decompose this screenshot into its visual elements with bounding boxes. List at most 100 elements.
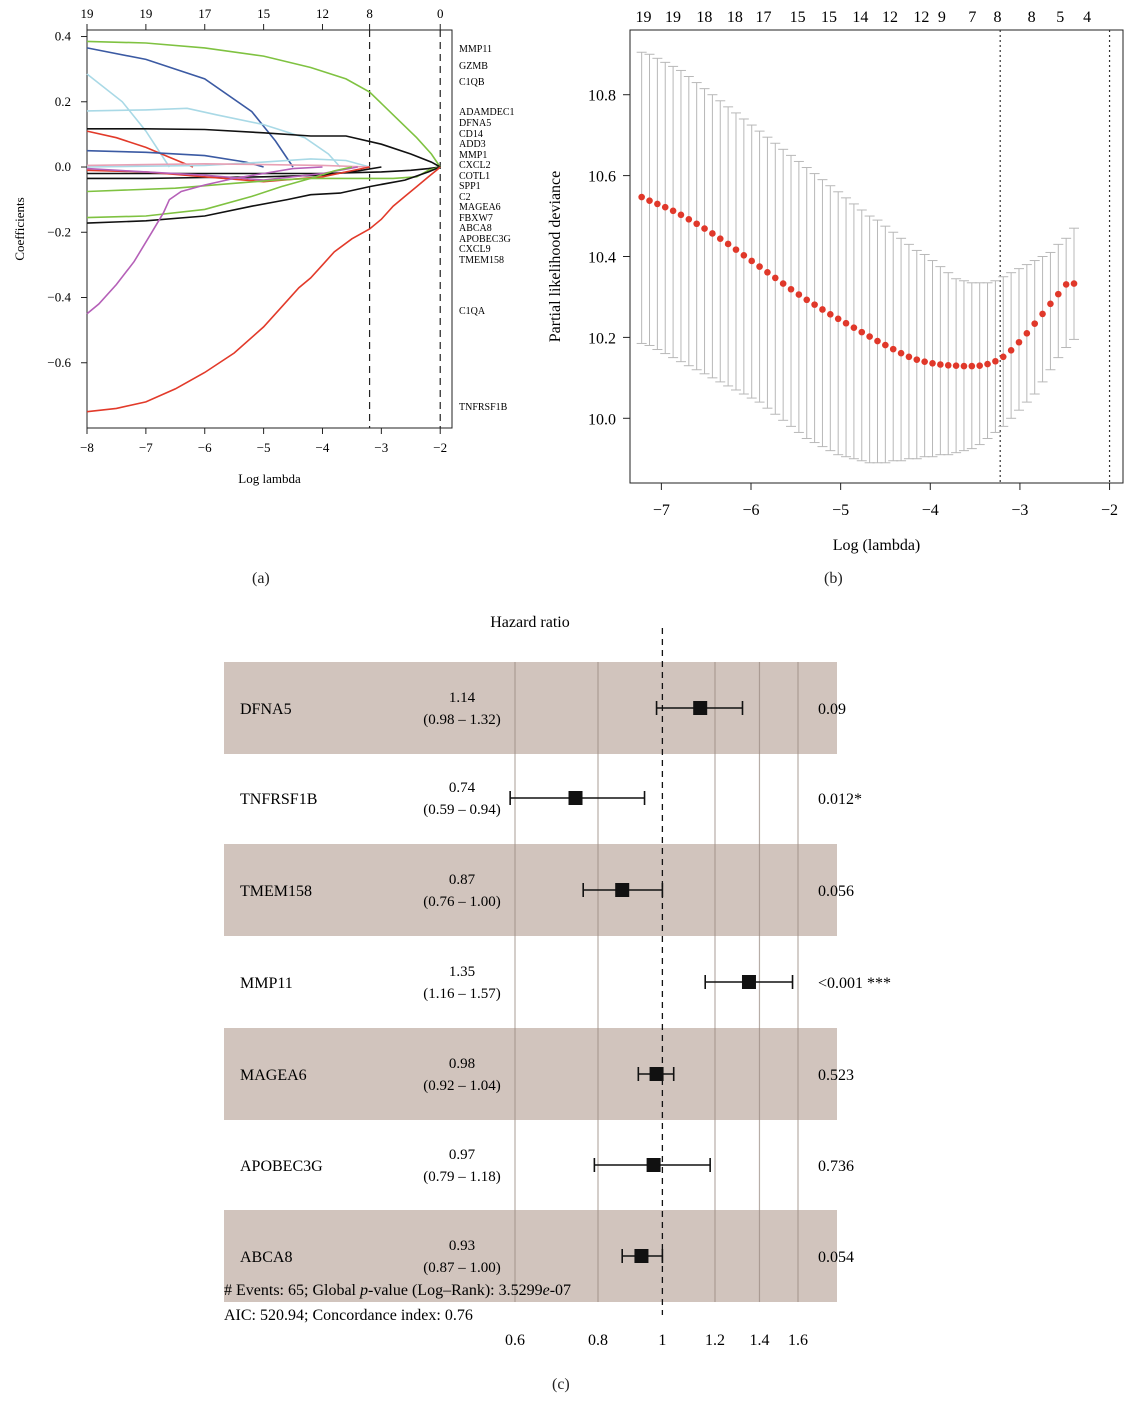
end-label-a: FBXW7 — [459, 213, 493, 224]
cv-point — [866, 333, 873, 340]
cv-point — [1039, 310, 1046, 318]
end-label-a: C1QB — [459, 77, 485, 88]
end-label-a: CD14 — [459, 129, 483, 140]
forest-row-band — [224, 662, 837, 754]
x-tick-label-b: −5 — [832, 502, 849, 519]
coefficient-path — [87, 128, 441, 168]
forest-row-ci: (0.98 – 1.32) — [423, 712, 501, 728]
panel-label-b: (b) — [824, 570, 843, 587]
cv-point — [921, 358, 928, 365]
coefficient-path — [86, 166, 441, 224]
y-tick-label-b: 10.6 — [588, 169, 616, 186]
cv-point — [858, 328, 866, 336]
forest-title: Hazard ratio — [490, 614, 570, 631]
footer-text-span: -value (Log–Rank): 3.5299 — [368, 1282, 543, 1299]
cv-point — [1031, 320, 1039, 327]
y-tick-label-a: −0.4 — [47, 290, 71, 305]
x-tick-label-a: −4 — [316, 440, 330, 455]
cv-point — [999, 353, 1007, 361]
forest-row-name: MMP11 — [240, 975, 293, 992]
cv-point — [842, 319, 850, 327]
forest-row-name: TMEM158 — [240, 883, 312, 900]
cv-point — [740, 251, 748, 259]
forest-row-name: ABCA8 — [240, 1249, 292, 1266]
y-tick-label-b: 10.4 — [588, 250, 616, 267]
coefficient-path — [86, 158, 370, 168]
cv-point — [1023, 330, 1031, 337]
panel-label-c: (c) — [552, 1376, 570, 1393]
cv-point — [693, 220, 700, 228]
x-axis-label-b: Log (lambda) — [833, 537, 921, 554]
y-tick-label-a: 0.4 — [55, 29, 72, 44]
forest-point — [634, 1249, 649, 1263]
forest-row-hr: 0.97 — [449, 1147, 476, 1163]
forest-row-hr: 0.74 — [449, 780, 476, 796]
forest-plot: Hazard ratio DFNA5 1.14 (0.98 – 1.32) 0.09 TN… — [224, 614, 891, 1349]
top-tick-label-a: 12 — [316, 6, 329, 21]
cv-point — [732, 246, 740, 253]
cv-point — [795, 291, 803, 298]
top-tick-label-b: 14 — [852, 9, 868, 26]
top-tick-label-b: 18 — [696, 9, 712, 26]
top-tick-label-a: 19 — [139, 6, 152, 21]
x-tick-label-b: −2 — [1101, 502, 1118, 519]
forest-x-tick-label: 1 — [658, 1332, 666, 1349]
cv-point — [905, 353, 913, 361]
cv-point — [929, 359, 936, 367]
cv-point — [724, 240, 732, 248]
coefficient-path — [86, 166, 323, 315]
x-tick-label-a: −7 — [139, 440, 153, 455]
top-tick-label-a: 0 — [437, 6, 444, 21]
forest-x-tick-label: 0.6 — [505, 1332, 525, 1349]
cv-point — [968, 362, 976, 370]
x-tick-label-a: −3 — [374, 440, 388, 455]
x-axis-label-a: Log lambda — [238, 471, 301, 486]
forest-row-hr: 0.98 — [449, 1056, 475, 1072]
top-tick-label-b: 4 — [1083, 9, 1091, 26]
forest-row-pvalue: 0.012* — [818, 791, 862, 808]
end-label-a: APOBEC3G — [459, 234, 511, 245]
end-label-a: ADD3 — [459, 139, 486, 150]
forest-row-pvalue: <0.001 *** — [818, 975, 891, 992]
forest-x-tick-label: 1.6 — [788, 1332, 808, 1349]
cv-point — [677, 211, 685, 219]
top-tick-label-b: 15 — [790, 9, 806, 26]
coefficient-path — [86, 73, 171, 168]
cv-point — [992, 357, 999, 365]
x-tick-label-b: −6 — [742, 502, 759, 519]
forest-footer-line2: AIC: 520.94; Concordance index: 0.76 — [224, 1307, 473, 1324]
cv-point — [1015, 338, 1023, 346]
cv-point — [850, 324, 858, 331]
y-tick-label-a: 0.2 — [55, 94, 71, 109]
coefficient-path-chart: −8 −7 −6 −5 −4 −3 −2 0.4 0.2 0.0 −0.2 −0.4 −0.6 19 19 1… — [12, 6, 515, 486]
forest-point — [568, 791, 583, 805]
coefficient-path — [86, 40, 441, 168]
forest-footer-line1: # Events: 65; Global p-value (Log–Rank):… — [224, 1282, 571, 1299]
x-tick-label-b: −7 — [653, 502, 670, 519]
y-axis-label-a: Coefficients — [12, 197, 27, 260]
top-tick-label-b: 17 — [756, 9, 772, 26]
plot-frame-a — [86, 29, 453, 429]
cv-point — [897, 349, 905, 357]
y-tick-label-b: 10.8 — [588, 88, 616, 105]
top-tick-label-a: 15 — [257, 6, 270, 21]
y-tick-label-b: 10.2 — [588, 330, 616, 347]
top-tick-label-b: 15 — [821, 9, 837, 26]
cv-point — [889, 345, 897, 353]
y-tick-label-a: −0.2 — [47, 224, 71, 239]
forest-row-ci: (1.16 – 1.57) — [423, 986, 501, 1002]
forest-point — [693, 701, 708, 715]
forest-row-hr: 0.93 — [449, 1238, 475, 1254]
footer-text-span: -07 — [550, 1282, 571, 1299]
cv-point — [701, 225, 708, 232]
cv-point — [764, 268, 771, 276]
forest-row-hr: 1.35 — [449, 964, 475, 980]
cv-point — [913, 356, 921, 363]
cv-point — [748, 257, 756, 265]
forest-point — [649, 1067, 664, 1081]
end-label-a: CXCL2 — [459, 160, 491, 171]
forest-row-name: MAGEA6 — [240, 1067, 307, 1084]
forest-row-hr: 1.14 — [449, 690, 476, 706]
end-label-a: CXCL9 — [459, 244, 491, 255]
cv-point — [1007, 347, 1015, 354]
